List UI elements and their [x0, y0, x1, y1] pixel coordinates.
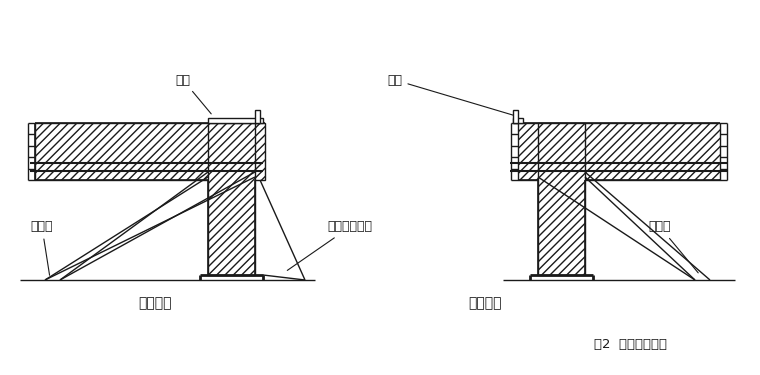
- Text: 角钢: 角钢: [176, 74, 211, 114]
- Text: 角钢: 角钢: [388, 74, 513, 115]
- Bar: [208, 123, 255, 275]
- Text: 图2  外墙转角加固: 图2 外墙转角加固: [594, 339, 667, 351]
- Bar: [513, 118, 523, 123]
- Text: 水泥砂浆灌实: 水泥砂浆灌实: [287, 220, 372, 270]
- Bar: [513, 110, 518, 123]
- Text: 双面拉结: 双面拉结: [468, 296, 502, 310]
- Text: 钢拉杆: 钢拉杆: [649, 220, 698, 273]
- Bar: [538, 123, 585, 275]
- Text: 单面拉结: 单面拉结: [138, 296, 172, 310]
- Text: 钢拉杆: 钢拉杆: [30, 220, 53, 275]
- Bar: [255, 110, 260, 123]
- Bar: [208, 118, 263, 123]
- Bar: [518, 123, 720, 180]
- Bar: [35, 123, 265, 180]
